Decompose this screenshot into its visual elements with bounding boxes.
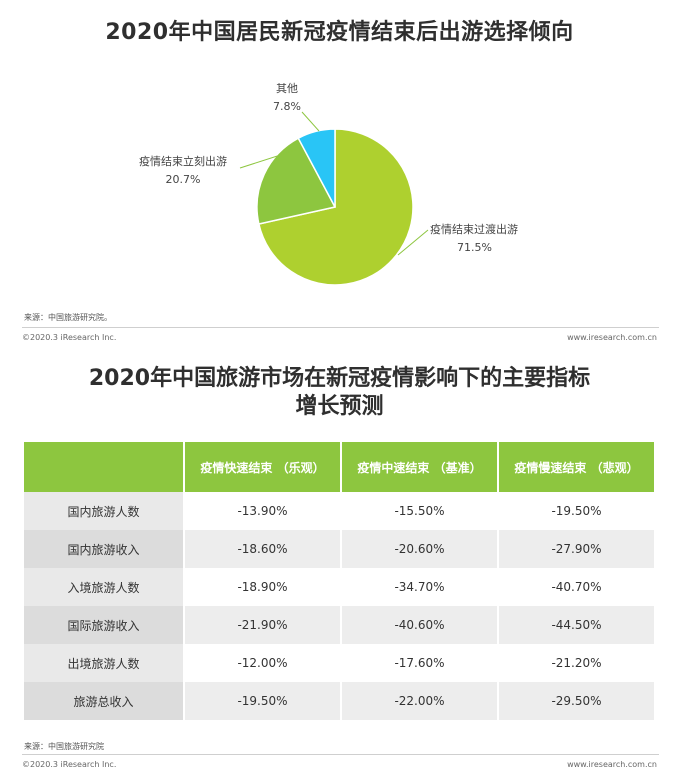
slice-value-label: 71.5% xyxy=(457,241,492,254)
divider-1 xyxy=(22,327,659,328)
forecast-table: 疫情快速结束 （乐观） 疫情中速结束 （基准） 疫情慢速结束 （悲观） 国内旅游… xyxy=(24,442,654,720)
pie-slice xyxy=(256,137,337,225)
cell-value: -12.00% xyxy=(184,644,342,682)
table-header-row: 疫情快速结束 （乐观） 疫情中速结束 （基准） 疫情慢速结束 （悲观） xyxy=(24,442,654,492)
copyright-1: ©2020.3 iResearch Inc. xyxy=(22,333,117,342)
cell-value: -18.90% xyxy=(184,568,342,606)
cell-value: -29.50% xyxy=(498,682,654,720)
cell-value: -27.90% xyxy=(498,530,654,568)
row-label: 国内旅游收入 xyxy=(24,530,185,568)
cell-value: -40.70% xyxy=(498,568,654,606)
header-baseline: 疫情中速结束 （基准） xyxy=(341,442,499,492)
cell-value: -20.60% xyxy=(341,530,499,568)
source-note-2: 来源：中国旅游研究院 xyxy=(24,742,104,751)
website-2: www.iresearch.com.cn xyxy=(567,760,657,769)
table-row: 入境旅游人数 -18.90% -34.70% -40.70% xyxy=(24,568,654,606)
table-title-line1: 2020年中国旅游市场在新冠疫情影响下的主要指标 xyxy=(88,366,591,391)
slice-label: 疫情结束过渡出游 xyxy=(430,222,518,236)
row-label: 出境旅游人数 xyxy=(24,644,185,682)
table-row: 国内旅游人数 -13.90% -15.50% -19.50% xyxy=(24,492,654,530)
cell-value: -19.50% xyxy=(498,492,654,530)
cell-value: -21.90% xyxy=(184,606,342,644)
cell-value: -19.50% xyxy=(184,682,342,720)
slice-label: 疫情结束立刻出游 xyxy=(139,154,227,168)
table-title-line2: 增长预测 xyxy=(295,394,384,419)
table-row: 出境旅游人数 -12.00% -17.60% -21.20% xyxy=(24,644,654,682)
website-1: www.iresearch.com.cn xyxy=(567,333,657,342)
cell-value: -21.20% xyxy=(498,644,654,682)
header-blank xyxy=(24,442,185,492)
cell-value: -44.50% xyxy=(498,606,654,644)
header-optimistic: 疫情快速结束 （乐观） xyxy=(184,442,342,492)
leader-line xyxy=(397,229,429,256)
row-label: 旅游总收入 xyxy=(24,682,185,720)
cell-value: -34.70% xyxy=(341,568,499,606)
cell-value: -17.60% xyxy=(341,644,499,682)
cell-value: -22.00% xyxy=(341,682,499,720)
header-pessimistic: 疫情慢速结束 （悲观） xyxy=(498,442,654,492)
table-row: 旅游总收入 -19.50% -22.00% -29.50% xyxy=(24,682,654,720)
table-row: 国际旅游收入 -21.90% -40.60% -44.50% xyxy=(24,606,654,644)
slice-label: 其他 xyxy=(276,82,298,95)
table-row: 国内旅游收入 -18.60% -20.60% -27.90% xyxy=(24,530,654,568)
pie-chart-title: 2020年中国居民新冠疫情结束后出游选择倾向 xyxy=(105,20,574,45)
row-label: 国际旅游收入 xyxy=(24,606,185,644)
divider-2 xyxy=(22,754,659,755)
leader-line xyxy=(301,111,320,132)
row-label: 国内旅游人数 xyxy=(24,492,185,530)
slice-value-label: 7.8% xyxy=(273,100,301,113)
cell-value: -40.60% xyxy=(341,606,499,644)
pie-chart: 疫情结束过渡出游 71.5% 疫情结束立刻出游 20.7% 其他 7.8% xyxy=(139,82,518,286)
cell-value: -18.60% xyxy=(184,530,342,568)
source-note-1: 来源：中国旅游研究院。 xyxy=(24,313,112,322)
pie-slice xyxy=(297,128,336,208)
cell-value: -15.50% xyxy=(341,492,499,530)
leader-line xyxy=(239,149,297,169)
slice-value-label: 20.7% xyxy=(166,173,201,186)
copyright-2: ©2020.3 iResearch Inc. xyxy=(22,760,117,769)
row-label: 入境旅游人数 xyxy=(24,568,185,606)
pie-slice xyxy=(257,128,414,286)
cell-value: -13.90% xyxy=(184,492,342,530)
